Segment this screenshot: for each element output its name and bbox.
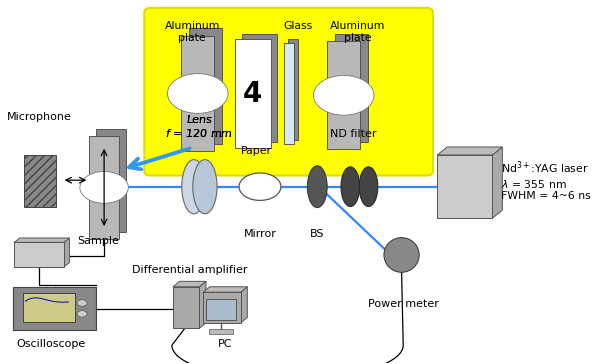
Bar (335, 34, 368, 142)
Polygon shape (14, 238, 70, 242)
Ellipse shape (193, 159, 217, 214)
Bar (396, 254, 407, 270)
Text: Mirror: Mirror (244, 229, 277, 239)
Bar (96, 130, 127, 232)
Text: PC: PC (218, 339, 233, 349)
Circle shape (313, 75, 374, 115)
Ellipse shape (341, 167, 359, 206)
Polygon shape (437, 147, 502, 155)
Circle shape (239, 173, 281, 201)
Bar (23, 293, 76, 322)
Polygon shape (64, 238, 70, 267)
Bar (13, 287, 96, 330)
Bar (14, 242, 64, 267)
Text: Lens
$f$ = 120 mm: Lens $f$ = 120 mm (166, 115, 233, 139)
Bar (327, 41, 360, 150)
Circle shape (77, 300, 87, 306)
Text: Aluminum
plate: Aluminum plate (164, 21, 220, 43)
Text: Power meter: Power meter (368, 300, 439, 309)
Circle shape (167, 74, 228, 113)
Bar (206, 299, 236, 320)
Bar (89, 136, 119, 239)
Bar (284, 43, 293, 144)
Bar (235, 39, 271, 148)
Text: Aluminum
plate: Aluminum plate (330, 21, 385, 43)
Bar (242, 33, 277, 142)
Polygon shape (173, 281, 206, 287)
Text: 4: 4 (243, 79, 263, 107)
Text: Paper: Paper (241, 146, 272, 156)
Bar (437, 155, 493, 218)
Ellipse shape (307, 166, 327, 207)
Text: Sample: Sample (77, 236, 119, 246)
Ellipse shape (182, 159, 206, 214)
Bar (24, 155, 56, 207)
Polygon shape (199, 281, 206, 328)
Text: ND filter: ND filter (331, 129, 377, 139)
FancyBboxPatch shape (145, 8, 433, 175)
Bar (209, 329, 233, 335)
Ellipse shape (359, 167, 378, 206)
Bar (181, 36, 214, 151)
Bar (288, 39, 298, 140)
Polygon shape (493, 147, 502, 218)
Bar (173, 287, 199, 328)
Circle shape (77, 310, 87, 317)
Text: Oscilloscope: Oscilloscope (16, 339, 85, 349)
Text: BS: BS (310, 229, 325, 239)
Text: Lens
$f$ = 120 mm: Lens $f$ = 120 mm (166, 115, 233, 139)
Text: Nd$^{3+}$:YAG laser
$\lambda$ = 355 nm
FWHM = 4~6 ns: Nd$^{3+}$:YAG laser $\lambda$ = 355 nm F… (501, 159, 590, 201)
Ellipse shape (384, 238, 419, 272)
Text: Glass: Glass (283, 21, 313, 31)
Bar (189, 28, 222, 144)
Polygon shape (203, 287, 247, 292)
Circle shape (80, 171, 128, 203)
Text: Differential amplifier: Differential amplifier (131, 265, 247, 276)
Bar (203, 292, 241, 323)
Polygon shape (241, 287, 247, 323)
Text: Microphone: Microphone (7, 112, 72, 122)
